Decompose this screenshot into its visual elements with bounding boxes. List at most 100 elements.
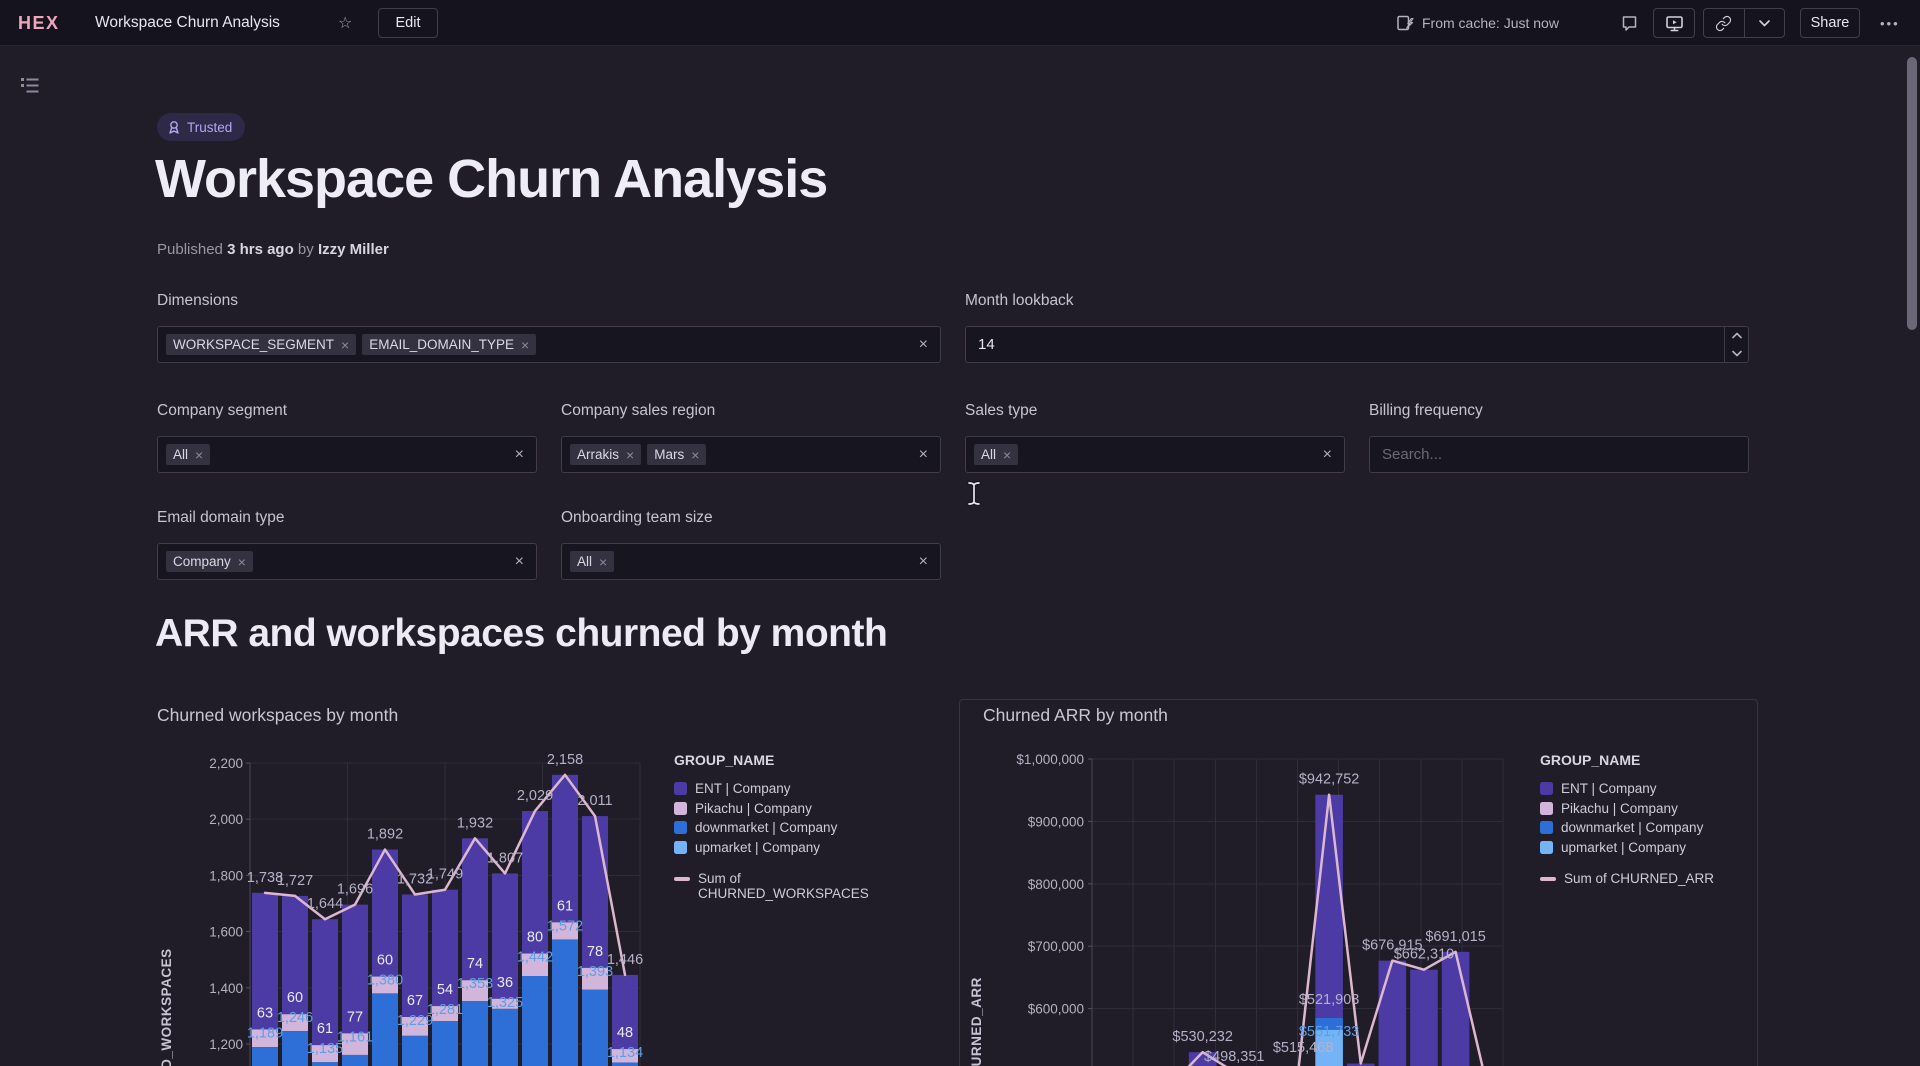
tag-remove-icon[interactable]: × <box>1003 450 1011 460</box>
filter-sales-type-tag-all[interactable]: All× <box>974 444 1018 465</box>
tag-remove-icon[interactable]: × <box>521 340 529 350</box>
scrollbar-thumb[interactable] <box>1907 57 1917 330</box>
cache-status-text: From cache: Just now <box>1422 15 1559 31</box>
filter-email-domain-type-label: Email domain type <box>157 509 537 529</box>
filter-company-segment-tag-all[interactable]: All× <box>166 444 210 465</box>
legend-title: GROUP_NAME <box>1540 752 1770 768</box>
pikachu-label: 61 <box>557 898 573 914</box>
favorite-star-icon[interactable]: ☆ <box>338 0 352 46</box>
hex-logo[interactable]: HEX <box>18 0 60 46</box>
filter-company-sales-region-input[interactable]: Arrakis×Mars×× <box>561 436 941 473</box>
author-name: Izzy Miller <box>318 241 389 258</box>
bar-segment <box>432 1021 458 1066</box>
y-tick-label: 2,200 <box>209 756 243 771</box>
legend-item-ent: ENT | Company <box>1540 779 1770 799</box>
legend-item-label: Pikachu | Company <box>1561 801 1678 816</box>
filter-email-domain-type: Email domain type Company × × <box>157 509 537 583</box>
total-label: 1,727 <box>277 873 313 889</box>
published-time: 3 hrs ago <box>227 241 294 258</box>
bar-segment <box>612 1063 638 1066</box>
arr-total-label: $691,015 <box>1425 929 1485 945</box>
edit-button[interactable]: Edit <box>378 8 438 38</box>
chart-title-churned-arr: Churned ARR by month <box>983 705 1168 726</box>
tag-remove-icon[interactable]: × <box>195 450 203 460</box>
y-tick-label: 1,400 <box>209 981 243 996</box>
legend-swatch <box>674 821 687 834</box>
y-tick-label: $600,000 <box>1028 1002 1084 1017</box>
total-label: 1,446 <box>607 952 643 968</box>
filter-company-sales-region-label: Company sales region <box>561 402 941 422</box>
y-tick-label: $800,000 <box>1028 877 1084 892</box>
filter-dimensions-input[interactable]: WORKSPACE_SEGMENT× EMAIL_DOMAIN_TYPE × × <box>157 326 941 363</box>
legend-swatch <box>674 802 687 815</box>
tag-label: Company <box>173 554 231 569</box>
stepper-down-icon[interactable] <box>1725 345 1748 363</box>
legend-swatch <box>1540 841 1553 854</box>
more-options-icon[interactable]: ••• <box>1880 0 1900 46</box>
y-tick-label: 2,000 <box>209 812 243 827</box>
downmarket-label: 1,161 <box>337 1029 373 1045</box>
filter-sales-type: Sales typeAll×× <box>965 402 1345 476</box>
tag-remove-icon[interactable]: × <box>691 450 699 460</box>
filter-email-domain-type-tag-company[interactable]: Company × <box>166 551 253 572</box>
bar-segment <box>282 1031 308 1066</box>
arr-total-label: $530,232 <box>1172 1029 1232 1045</box>
stepper-up-icon[interactable] <box>1725 327 1748 345</box>
tag-remove-icon[interactable]: × <box>341 340 349 350</box>
tag-label: EMAIL_DOMAIN_TYPE <box>369 337 514 352</box>
filter-sales-type-label: Sales type <box>965 402 1345 422</box>
filter-company-segment-clear-icon[interactable]: × <box>515 446 524 464</box>
filter-dimensions-tag-workspace_segment[interactable]: WORKSPACE_SEGMENT× <box>166 334 356 355</box>
filter-month-lookback-input[interactable]: 14 <box>965 326 1749 363</box>
filter-onboarding-team-size-clear-icon[interactable]: × <box>919 553 928 571</box>
filter-dimensions-tag-email_domain_type[interactable]: EMAIL_DOMAIN_TYPE × <box>362 334 536 355</box>
pikachu-label: 48 <box>617 1025 633 1041</box>
pikachu-label: 60 <box>377 953 393 969</box>
bar-segment <box>1315 795 1343 1018</box>
churned-workspaces-chart: 2,2002,0001,8001,6001,4001,200CHURNED_WO… <box>150 740 662 1066</box>
filter-company-sales-region-tag-mars[interactable]: Mars× <box>647 444 706 465</box>
filter-billing-frequency-input[interactable]: Search... <box>1369 436 1749 473</box>
legend-item-ent: ENT | Company <box>674 779 904 799</box>
total-label: 2,029 <box>517 788 553 804</box>
arr-segment-label: $551,733 <box>1299 1024 1359 1040</box>
legend-line-series: Sum of CHURNED_WORKSPACES <box>674 871 859 901</box>
legend-item-label: downmarket | Company <box>695 820 837 835</box>
bar-segment <box>522 976 548 1066</box>
legend-item-label: ENT | Company <box>1561 781 1657 796</box>
link-options-button[interactable] <box>1744 9 1784 37</box>
legend-swatch <box>1540 821 1553 834</box>
filter-email-domain-type-clear-icon[interactable]: × <box>515 553 524 571</box>
filter-onboarding-team-size-input[interactable]: All×× <box>561 543 941 580</box>
filter-onboarding-team-size-tag-all[interactable]: All× <box>570 551 614 572</box>
present-mode-button[interactable] <box>1653 8 1695 38</box>
filter-sales-type-clear-icon[interactable]: × <box>1323 446 1332 464</box>
pikachu-label: 63 <box>257 1005 273 1021</box>
top-bar: HEX Workspace Churn Analysis ☆ Edit From… <box>0 0 1920 46</box>
copy-link-button[interactable] <box>1704 9 1744 37</box>
comments-icon[interactable] <box>1620 0 1639 46</box>
text-cursor <box>966 480 982 507</box>
share-button[interactable]: Share <box>1800 8 1860 38</box>
downmarket-label: 1,572 <box>547 918 583 934</box>
filter-company-segment-input[interactable]: All×× <box>157 436 537 473</box>
pikachu-label: 77 <box>347 1009 363 1025</box>
presentation-icon <box>1665 14 1684 33</box>
filter-company-sales-region-clear-icon[interactable]: × <box>919 446 928 464</box>
filter-dimensions-clear-icon[interactable]: × <box>919 336 928 354</box>
total-label: 1,807 <box>487 850 523 866</box>
tag-remove-icon[interactable]: × <box>626 450 634 460</box>
downmarket-label: 1,134 <box>607 1045 643 1061</box>
tag-remove-icon[interactable]: × <box>238 557 246 567</box>
tag-remove-icon[interactable]: × <box>599 557 607 567</box>
filter-month-lookback: Month lookback14 <box>965 292 1749 366</box>
bar-segment <box>582 990 608 1066</box>
chart-title-churned-workspaces: Churned workspaces by month <box>157 705 398 726</box>
y-tick-label: 1,800 <box>209 868 243 883</box>
published-by: by <box>298 241 314 258</box>
table-of-contents-icon[interactable] <box>20 76 40 99</box>
filter-email-domain-type-input[interactable]: Company × × <box>157 543 537 580</box>
filter-company-sales-region-tag-arrakis[interactable]: Arrakis× <box>570 444 641 465</box>
filter-sales-type-input[interactable]: All×× <box>965 436 1345 473</box>
arr-segment-label: $521,903 <box>1299 992 1359 1008</box>
